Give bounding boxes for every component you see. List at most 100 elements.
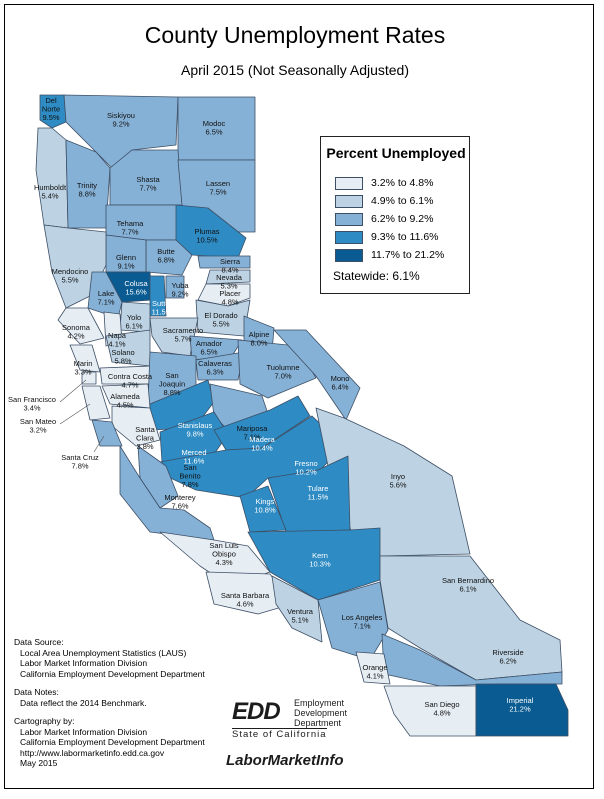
legend-label: 4.9% to 6.1% [371,195,434,207]
legend-swatch [335,195,363,208]
edd-line: Employment [294,698,345,708]
county-name-label: Solano [111,348,134,357]
county-name-label: Obispo [212,550,236,559]
county-del-norte [39,94,67,129]
note-heading: Data Source: [14,637,64,647]
county-rate-label: 7.5% [209,188,226,197]
county-lake [87,271,123,319]
county-rate-label: 6.8% [157,256,174,265]
county-rate-label: 3.4% [23,404,40,413]
county-sierra [197,255,251,269]
county-name-label: San [165,371,178,380]
county-rate-label: 6.1% [125,322,142,331]
legend-label: 11.7% to 21.2% [371,249,445,261]
county-name-label: Placer [219,289,241,298]
county-rate-label: 8.8% [163,388,180,397]
note-line: Labor Market Information Division [20,658,148,668]
county-name-label: Santa Cruz [61,453,99,462]
county-name-label: Amador [196,339,223,348]
edd-logo: EDD Employment Development Department St… [232,698,354,740]
county-name-label: Glenn [116,253,136,262]
county-name-label: Inyo [391,472,405,481]
legend-label: 6.2% to 9.2% [371,213,434,225]
county-rate-label: 4.5% [116,401,133,410]
county-kings [239,485,287,533]
county-rate-label: 4.3% [215,558,232,567]
cartography-note: Cartography by: Labor Market Information… [14,716,205,769]
note-heading: Data Notes: [14,687,59,697]
county-name-label: San [183,463,196,472]
statewide-rate: Statewide: 6.1% [333,269,420,283]
county-rate-label: 5.1% [291,616,308,625]
county-rate-label: 7.1% [243,433,260,442]
county-name-label: Tuolumne [266,363,299,372]
county-yuba [165,275,185,299]
callout-leader-line [59,403,91,425]
county-name-label: Lake [98,289,114,298]
county-calaveras [195,351,245,381]
county-name-label: Alpine [249,330,270,339]
county-rate-label: 10.4% [251,444,273,453]
county-rate-label: 5.5% [61,276,78,285]
labormarketinfo-logo: LaborMarketInfo [226,752,344,769]
county-san-mateo [81,385,111,421]
county-name-label: Alameda [110,392,140,401]
county-rate-label: 8.8% [78,190,95,199]
county-name-label: Riverside [492,648,523,657]
edd-line: Department [294,718,342,728]
county-marin [69,344,101,373]
county-name-label: Tehama [117,219,145,228]
county-name-label: Merced [181,448,206,457]
legend-swatch [335,177,363,190]
county-name-label: Trinity [77,181,97,190]
legend-swatch [335,231,363,244]
county-name-label: Monterey [164,493,196,502]
county-name-label: Los Angeles [342,613,383,622]
note-line: Labor Market Information Division [20,726,148,737]
county-rate-label: 4.2% [67,332,84,341]
county-trinity [65,139,111,229]
callout-leader-line [59,379,87,403]
county-name-label: Yolo [127,313,141,322]
county-name-label: Marin [74,359,93,368]
county-rate-label: 4.1% [366,672,383,681]
county-placer [197,283,251,307]
county-rate-label: 7.7% [121,228,138,237]
county-name-label: Orange [362,663,387,672]
legend-title: Percent Unemployed [326,145,466,161]
data-notes: Data Notes: Data reflect the 2014 Benchm… [14,687,147,708]
county-rate-label: 3.8% [136,442,153,451]
county-name-label: Del [45,96,57,105]
county-name-label: Santa Barbara [221,591,270,600]
county-rate-label: 21.2% [509,705,531,714]
county-santa-cruz [91,419,123,447]
county-name-label: Stanislaus [178,421,213,430]
county-name-label: Norte [42,105,60,114]
county-san-benito [137,445,179,509]
county-rate-label: 3.3% [74,368,91,377]
county-name-label: San Francisco [8,395,56,404]
county-rate-label: 10.5% [196,236,218,245]
county-santa-barbara [205,571,293,615]
county-rate-label: 7.6% [171,502,188,511]
county-humboldt [35,127,69,229]
county-rate-label: 7.7% [139,184,156,193]
county-rate-label: 6.2% [499,657,516,666]
county-name-label: Clara [136,434,155,443]
county-rate-label: 8.0% [250,339,267,348]
note-line: Data reflect the 2014 Benchmark. [20,697,147,708]
county-name-label: Contra Costa [108,372,153,381]
county-rate-label: 15.6% [125,288,147,297]
county-name-label: Tulare [308,484,329,493]
county-name-label: Mendocino [52,267,89,276]
data-source-note: Data Source: Local Area Unemployment Sta… [14,637,205,679]
county-name-label: Imperial [507,696,534,705]
legend-swatch [335,213,363,226]
county-rate-label: 5.5% [212,320,229,329]
county-rate-label: 6.3% [206,368,223,377]
county-rate-label: 6.5% [200,348,217,357]
county-rate-label: 8.4% [221,266,238,275]
county-name-label: Santa [135,425,155,434]
county-nevada [205,269,251,285]
